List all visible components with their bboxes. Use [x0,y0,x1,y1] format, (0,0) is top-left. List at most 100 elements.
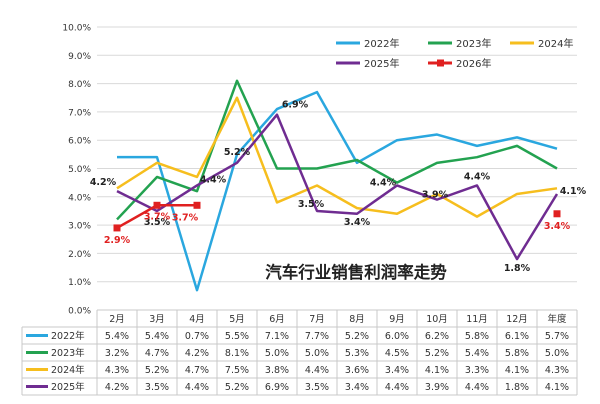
chart-title: 汽车行业销售利润率走势 [265,262,447,282]
table-cell: 4.4% [185,382,209,393]
legend-marker [437,59,444,67]
x-tick-label: 10月 [426,314,448,325]
legend-label: 2022年 [364,37,399,50]
table-cell: 5.2% [425,348,449,359]
x-tick-label: 7月 [309,314,325,325]
legend-label: 2024年 [538,37,573,50]
table-cell: 4.4% [305,365,329,376]
x-tick-label: 5月 [229,314,245,325]
table-cell: 4.4% [385,382,409,393]
table-cell: 5.5% [225,331,249,342]
table-cell: 3.5% [145,382,169,393]
table-cell: 0.7% [185,331,209,342]
x-tick-label: 4月 [189,314,205,325]
x-tick-label: 12月 [506,314,528,325]
data-label-2026: 3.7% [144,211,171,222]
y-tick-label: 9.0% [68,52,91,62]
table-cell: 3.2% [105,348,129,359]
y-tick-label: 3.0% [68,222,91,232]
x-tick-label: 2月 [109,314,125,325]
series-point-2026 [113,224,121,232]
series-point-2026 [193,201,201,209]
y-tick-label: 7.0% [68,108,91,118]
data-label-2025: 4.4% [464,171,491,182]
table-cell: 5.3% [345,348,369,359]
table-cell: 8.1% [225,348,249,359]
table-cell: 4.3% [105,365,129,376]
legend-label: 2025年 [364,57,399,70]
series-line-2023年 [116,79,558,221]
table-cell: 5.7% [545,331,569,342]
table-cell: 6.1% [505,331,529,342]
table-cell: 5.0% [265,348,289,359]
table-cell: 1.8% [505,382,529,393]
table-cell: 3.4% [345,382,369,393]
table-cell: 5.8% [505,348,529,359]
x-tick-label: 3月 [149,314,165,325]
table-cell: 4.5% [385,348,409,359]
series-line-2024年 [116,96,558,218]
x-tick-label: 11月 [466,314,488,325]
data-label-2025: 3.5% [298,199,325,210]
legend-label: 2023年 [456,37,491,50]
table-cell: 4.1% [425,365,449,376]
table-cell: 5.0% [305,348,329,359]
table-cell: 6.2% [425,331,449,342]
data-label-2025: 4.1% [560,186,587,197]
data-label-2025: 5.2% [224,147,251,158]
table-cell: 4.3% [545,365,569,376]
table-series-name: 2025年 [51,381,85,393]
table-cell: 4.7% [145,348,169,359]
table-series-name: 2023年 [51,347,85,359]
data-label-2025: 3.5% [144,217,171,228]
data-label-2026: 3.4% [544,221,571,232]
data-label-2025: 4.2% [90,177,117,188]
table-cell: 4.7% [185,365,209,376]
legend-label: 2026年 [456,57,491,70]
table-cell: 3.3% [465,365,489,376]
table-cell: 5.0% [545,348,569,359]
data-label-2025: 4.4% [200,174,227,185]
table-cell: 3.9% [425,382,449,393]
data-label-2026: 2.9% [104,235,131,246]
series-line-2022年 [117,90,558,292]
table-cell: 4.2% [105,382,129,393]
table-cell: 4.1% [545,382,569,393]
table-series-name: 2024年 [51,364,85,376]
table-cell: 5.2% [225,382,249,393]
series-line-2025年 [116,113,559,261]
series-point-2026 [153,201,161,209]
table-cell: 3.4% [385,365,409,376]
data-label-2025: 1.8% [504,263,531,274]
table-cell: 5.2% [345,331,369,342]
y-tick-label: 0.0% [68,307,91,317]
table-cell: 6.9% [265,382,289,393]
y-tick-label: 1.0% [68,278,91,288]
y-tick-label: 8.0% [68,80,91,90]
data-label-2026: 3.7% [172,212,199,223]
y-tick-label: 4.0% [68,193,91,203]
data-label-2025: 3.9% [422,190,449,201]
data-label-2025: 3.4% [344,217,371,228]
table-cell: 7.1% [265,331,289,342]
table-cell: 3.8% [265,365,289,376]
table-cell: 3.6% [345,365,369,376]
table-cell: 4.1% [505,365,529,376]
table-cell: 4.4% [465,382,489,393]
table-cell: 5.4% [145,331,169,342]
table-cell: 5.8% [465,331,489,342]
series-point-2026 [553,210,561,218]
x-tick-label: 8月 [349,314,365,325]
y-tick-label: 10.0% [62,24,91,34]
table-series-name: 2022年 [51,330,85,342]
y-tick-label: 5.0% [68,165,91,175]
table-cell: 7.5% [225,365,249,376]
data-label-2025: 6.9% [282,100,309,111]
y-tick-label: 2.0% [68,250,91,260]
x-tick-label: 6月 [269,314,285,325]
table-cell: 7.7% [305,331,329,342]
table-cell: 6.0% [385,331,409,342]
y-tick-label: 6.0% [68,137,91,147]
